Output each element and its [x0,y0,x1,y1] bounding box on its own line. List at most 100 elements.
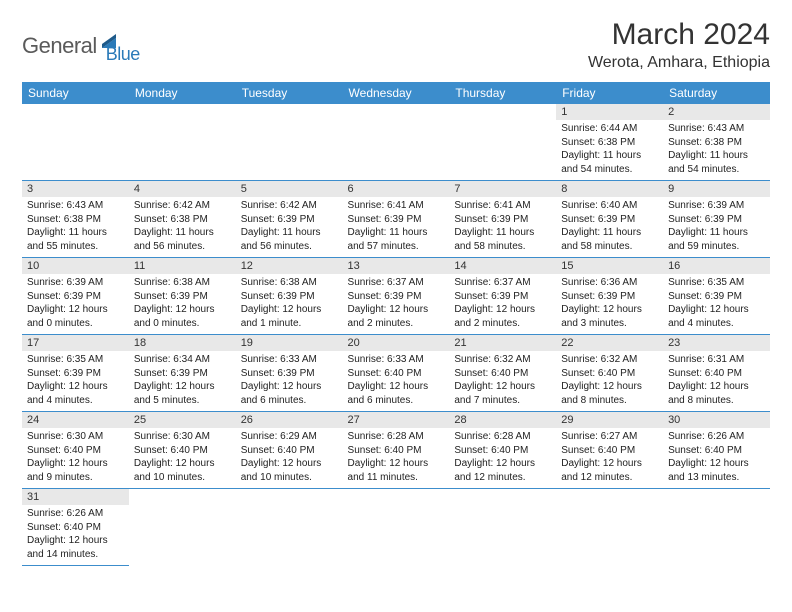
daylight-text: Daylight: 11 hours and 54 minutes. [668,149,765,176]
weekday-header: Thursday [449,82,556,104]
daylight-text: Daylight: 12 hours and 2 minutes. [454,303,551,330]
daylight-text: Daylight: 12 hours and 10 minutes. [134,457,231,484]
month-title: March 2024 [588,18,770,52]
daylight-text: Daylight: 12 hours and 4 minutes. [27,380,124,407]
sunrise-text: Sunrise: 6:31 AM [668,353,765,367]
day-details: Sunrise: 6:44 AMSunset: 6:38 PMDaylight:… [556,120,663,180]
calendar-day-cell [129,104,236,181]
day-details: Sunrise: 6:32 AMSunset: 6:40 PMDaylight:… [449,351,556,411]
weekday-header: Saturday [663,82,770,104]
calendar-day-cell [236,104,343,181]
sunrise-text: Sunrise: 6:38 AM [134,276,231,290]
sunset-text: Sunset: 6:40 PM [27,521,124,535]
sunrise-text: Sunrise: 6:28 AM [454,430,551,444]
day-details: Sunrise: 6:26 AMSunset: 6:40 PMDaylight:… [663,428,770,488]
sunset-text: Sunset: 6:38 PM [561,136,658,150]
daylight-text: Daylight: 12 hours and 9 minutes. [27,457,124,484]
day-number: 10 [22,258,129,274]
calendar-week-row: 1Sunrise: 6:44 AMSunset: 6:38 PMDaylight… [22,104,770,181]
day-details: Sunrise: 6:35 AMSunset: 6:39 PMDaylight:… [22,351,129,411]
sunrise-text: Sunrise: 6:40 AM [561,199,658,213]
sunrise-text: Sunrise: 6:37 AM [348,276,445,290]
sunset-text: Sunset: 6:40 PM [561,444,658,458]
sunset-text: Sunset: 6:38 PM [134,213,231,227]
day-details: Sunrise: 6:43 AMSunset: 6:38 PMDaylight:… [22,197,129,257]
day-details: Sunrise: 6:37 AMSunset: 6:39 PMDaylight:… [343,274,450,334]
calendar-day-cell: 9Sunrise: 6:39 AMSunset: 6:39 PMDaylight… [663,181,770,258]
sunrise-text: Sunrise: 6:44 AM [561,122,658,136]
day-number: 11 [129,258,236,274]
calendar-week-row: 24Sunrise: 6:30 AMSunset: 6:40 PMDayligh… [22,412,770,489]
sunset-text: Sunset: 6:39 PM [561,213,658,227]
calendar-week-row: 10Sunrise: 6:39 AMSunset: 6:39 PMDayligh… [22,258,770,335]
day-details: Sunrise: 6:42 AMSunset: 6:38 PMDaylight:… [129,197,236,257]
day-details: Sunrise: 6:30 AMSunset: 6:40 PMDaylight:… [22,428,129,488]
calendar-day-cell: 25Sunrise: 6:30 AMSunset: 6:40 PMDayligh… [129,412,236,489]
weekday-header: Tuesday [236,82,343,104]
sunset-text: Sunset: 6:40 PM [348,444,445,458]
day-details: Sunrise: 6:43 AMSunset: 6:38 PMDaylight:… [663,120,770,180]
day-number: 9 [663,181,770,197]
calendar-day-cell: 8Sunrise: 6:40 AMSunset: 6:39 PMDaylight… [556,181,663,258]
sunset-text: Sunset: 6:39 PM [27,290,124,304]
calendar-week-row: 31Sunrise: 6:26 AMSunset: 6:40 PMDayligh… [22,489,770,566]
daylight-text: Daylight: 12 hours and 7 minutes. [454,380,551,407]
day-number: 8 [556,181,663,197]
day-details: Sunrise: 6:41 AMSunset: 6:39 PMDaylight:… [343,197,450,257]
sunrise-text: Sunrise: 6:34 AM [134,353,231,367]
weekday-header: Sunday [22,82,129,104]
day-number: 2 [663,104,770,120]
day-number: 29 [556,412,663,428]
day-number: 14 [449,258,556,274]
sunrise-text: Sunrise: 6:26 AM [27,507,124,521]
daylight-text: Daylight: 12 hours and 3 minutes. [561,303,658,330]
day-number: 15 [556,258,663,274]
calendar-table: SundayMondayTuesdayWednesdayThursdayFrid… [22,82,770,566]
daylight-text: Daylight: 11 hours and 59 minutes. [668,226,765,253]
daylight-text: Daylight: 12 hours and 13 minutes. [668,457,765,484]
sunrise-text: Sunrise: 6:37 AM [454,276,551,290]
calendar-day-cell: 4Sunrise: 6:42 AMSunset: 6:38 PMDaylight… [129,181,236,258]
sunset-text: Sunset: 6:39 PM [241,290,338,304]
calendar-day-cell: 27Sunrise: 6:28 AMSunset: 6:40 PMDayligh… [343,412,450,489]
calendar-day-cell: 16Sunrise: 6:35 AMSunset: 6:39 PMDayligh… [663,258,770,335]
daylight-text: Daylight: 12 hours and 0 minutes. [27,303,124,330]
calendar-day-cell: 11Sunrise: 6:38 AMSunset: 6:39 PMDayligh… [129,258,236,335]
day-number: 4 [129,181,236,197]
day-details: Sunrise: 6:34 AMSunset: 6:39 PMDaylight:… [129,351,236,411]
daylight-text: Daylight: 11 hours and 55 minutes. [27,226,124,253]
day-details: Sunrise: 6:32 AMSunset: 6:40 PMDaylight:… [556,351,663,411]
sunrise-text: Sunrise: 6:41 AM [348,199,445,213]
day-details: Sunrise: 6:30 AMSunset: 6:40 PMDaylight:… [129,428,236,488]
daylight-text: Daylight: 12 hours and 6 minutes. [241,380,338,407]
day-number: 1 [556,104,663,120]
sunrise-text: Sunrise: 6:32 AM [561,353,658,367]
calendar-day-cell: 17Sunrise: 6:35 AMSunset: 6:39 PMDayligh… [22,335,129,412]
day-number: 27 [343,412,450,428]
day-details: Sunrise: 6:31 AMSunset: 6:40 PMDaylight:… [663,351,770,411]
daylight-text: Daylight: 11 hours and 56 minutes. [241,226,338,253]
day-details: Sunrise: 6:27 AMSunset: 6:40 PMDaylight:… [556,428,663,488]
calendar-day-cell: 5Sunrise: 6:42 AMSunset: 6:39 PMDaylight… [236,181,343,258]
day-details: Sunrise: 6:39 AMSunset: 6:39 PMDaylight:… [22,274,129,334]
sunset-text: Sunset: 6:40 PM [668,444,765,458]
daylight-text: Daylight: 12 hours and 2 minutes. [348,303,445,330]
daylight-text: Daylight: 12 hours and 12 minutes. [454,457,551,484]
sunrise-text: Sunrise: 6:42 AM [241,199,338,213]
day-details: Sunrise: 6:39 AMSunset: 6:39 PMDaylight:… [663,197,770,257]
sunrise-text: Sunrise: 6:42 AM [134,199,231,213]
day-details: Sunrise: 6:33 AMSunset: 6:40 PMDaylight:… [343,351,450,411]
sunrise-text: Sunrise: 6:35 AM [668,276,765,290]
day-details: Sunrise: 6:42 AMSunset: 6:39 PMDaylight:… [236,197,343,257]
day-number: 30 [663,412,770,428]
day-number: 6 [343,181,450,197]
day-details: Sunrise: 6:28 AMSunset: 6:40 PMDaylight:… [449,428,556,488]
daylight-text: Daylight: 12 hours and 4 minutes. [668,303,765,330]
weekday-header: Wednesday [343,82,450,104]
calendar-day-cell: 2Sunrise: 6:43 AMSunset: 6:38 PMDaylight… [663,104,770,181]
sunset-text: Sunset: 6:39 PM [454,290,551,304]
sunset-text: Sunset: 6:39 PM [668,290,765,304]
daylight-text: Daylight: 12 hours and 11 minutes. [348,457,445,484]
sunset-text: Sunset: 6:38 PM [27,213,124,227]
day-details: Sunrise: 6:33 AMSunset: 6:39 PMDaylight:… [236,351,343,411]
